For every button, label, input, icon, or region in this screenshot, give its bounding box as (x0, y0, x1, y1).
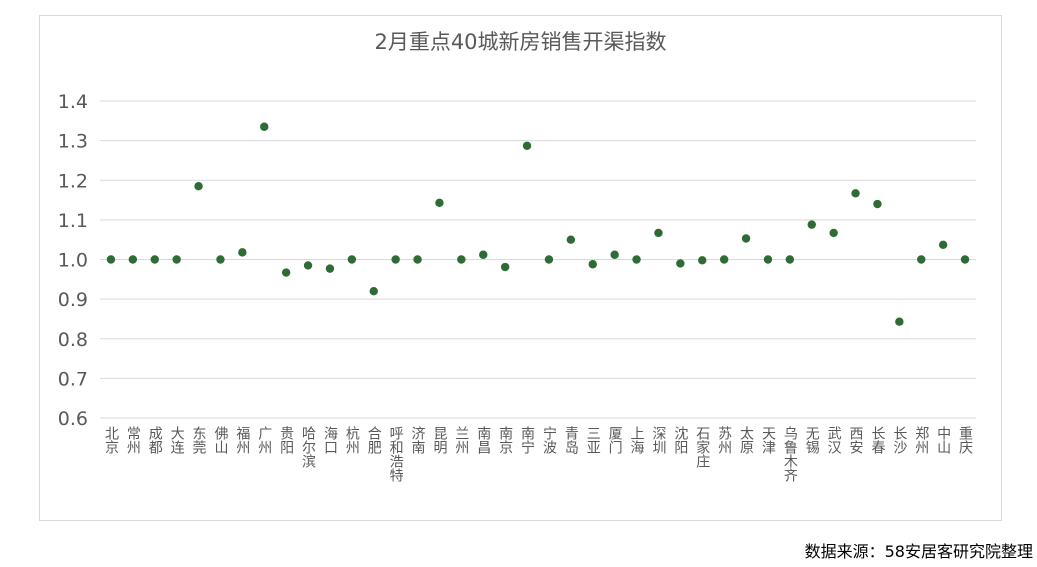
x-tick-label: 成都 (147, 426, 163, 454)
data-point (873, 199, 882, 209)
data-point (938, 240, 948, 250)
x-tick-label: 兰州 (453, 426, 469, 454)
y-tick-label: 0.8 (58, 329, 88, 351)
x-tick-label: 南京 (497, 426, 513, 454)
data-point (457, 255, 466, 264)
data-point (785, 255, 795, 264)
x-tick-label: 宁波 (541, 425, 557, 454)
y-tick-label: 1.3 (58, 131, 88, 153)
x-tick-label: 郑州 (913, 426, 929, 454)
x-tick-label: 沈阳 (672, 426, 688, 454)
x-tick-label: 南昌 (475, 426, 491, 454)
data-point (172, 255, 181, 264)
x-tick-label: 佛山 (212, 426, 228, 454)
x-tick-label: 长沙 (891, 426, 907, 454)
data-point (347, 255, 357, 264)
data-point (260, 122, 269, 131)
data-point (413, 255, 422, 264)
data-point (238, 248, 247, 257)
data-point (741, 234, 751, 243)
data-point (522, 141, 532, 150)
y-tick-label: 1.2 (58, 170, 88, 192)
data-point (851, 189, 860, 198)
data-point (807, 220, 816, 229)
data-point (960, 255, 970, 264)
data-point (369, 287, 378, 296)
data-point (566, 235, 576, 244)
source-note: 数据来源：58安居客研究院整理 (804, 542, 1033, 561)
x-tick-label: 重庆 (957, 426, 973, 454)
data-point (544, 255, 554, 264)
x-tick-label: 无锡 (804, 426, 820, 454)
data-point (895, 317, 904, 326)
data-point (763, 255, 773, 264)
data-point (829, 228, 838, 238)
x-tick-label: 武汉 (826, 426, 842, 454)
x-tick-label: 昆明 (431, 426, 447, 455)
x-tick-label: 东莞 (191, 426, 207, 455)
chart-title: 2月重点40城新房销售开渠指数 (374, 30, 667, 54)
x-tick-label: 三亚 (585, 426, 601, 454)
x-tick-label: 哈尔滨 (300, 426, 316, 468)
x-tick-label: 杭州 (344, 426, 360, 454)
x-tick-label: 呼和浩特 (388, 426, 404, 482)
x-tick-label: 厦门 (607, 426, 623, 455)
x-tick-label: 广州 (256, 426, 272, 454)
data-point (500, 262, 510, 272)
x-tick-label: 西安 (848, 426, 864, 454)
data-point (917, 255, 926, 264)
y-tick-label: 0.9 (58, 289, 88, 311)
x-tick-label: 北京 (103, 426, 119, 454)
data-point (303, 261, 313, 270)
x-tick-label: 中山 (935, 426, 951, 454)
x-tick-label: 南宁 (519, 426, 535, 454)
data-point (654, 228, 663, 238)
x-tick-label: 太原 (738, 426, 754, 454)
data-point (216, 255, 225, 264)
data-point (128, 255, 138, 264)
x-tick-label: 大连 (169, 426, 185, 455)
y-tick-label: 0.7 (58, 368, 88, 390)
x-tick-label: 长春 (869, 426, 885, 454)
data-point (281, 268, 291, 277)
data-point (435, 198, 444, 208)
x-tick-label: 济南 (410, 426, 426, 454)
data-point (588, 260, 597, 269)
x-tick-label: 常州 (125, 426, 141, 454)
data-point (391, 255, 400, 264)
y-tick-label: 1.1 (58, 210, 88, 232)
x-tick-label: 青岛 (563, 426, 579, 454)
x-tick-label: 石家庄 (694, 426, 710, 468)
data-point (106, 255, 116, 264)
data-point (325, 264, 335, 273)
x-tick-label: 深圳 (650, 426, 666, 454)
y-tick-label: 0.6 (58, 408, 88, 430)
x-tick-label: 乌鲁木齐 (782, 426, 798, 482)
x-tick-label: 苏州 (716, 426, 732, 454)
chart-frame (39, 15, 1002, 521)
x-tick-label: 上海 (629, 426, 645, 454)
y-tick-label: 1.0 (58, 250, 88, 272)
data-point (632, 255, 641, 264)
data-point (676, 259, 685, 268)
data-point (194, 181, 203, 191)
x-tick-label: 天津 (760, 426, 776, 454)
x-tick-label: 贵阳 (278, 426, 294, 454)
x-tick-label: 福州 (234, 426, 250, 454)
data-point (698, 256, 707, 265)
data-point (610, 250, 619, 259)
data-point (479, 250, 488, 259)
data-point (719, 255, 729, 264)
x-tick-label: 合肥 (366, 426, 382, 455)
data-point (150, 255, 159, 264)
y-tick-label: 1.4 (58, 91, 88, 113)
x-tick-label: 海口 (322, 426, 338, 454)
